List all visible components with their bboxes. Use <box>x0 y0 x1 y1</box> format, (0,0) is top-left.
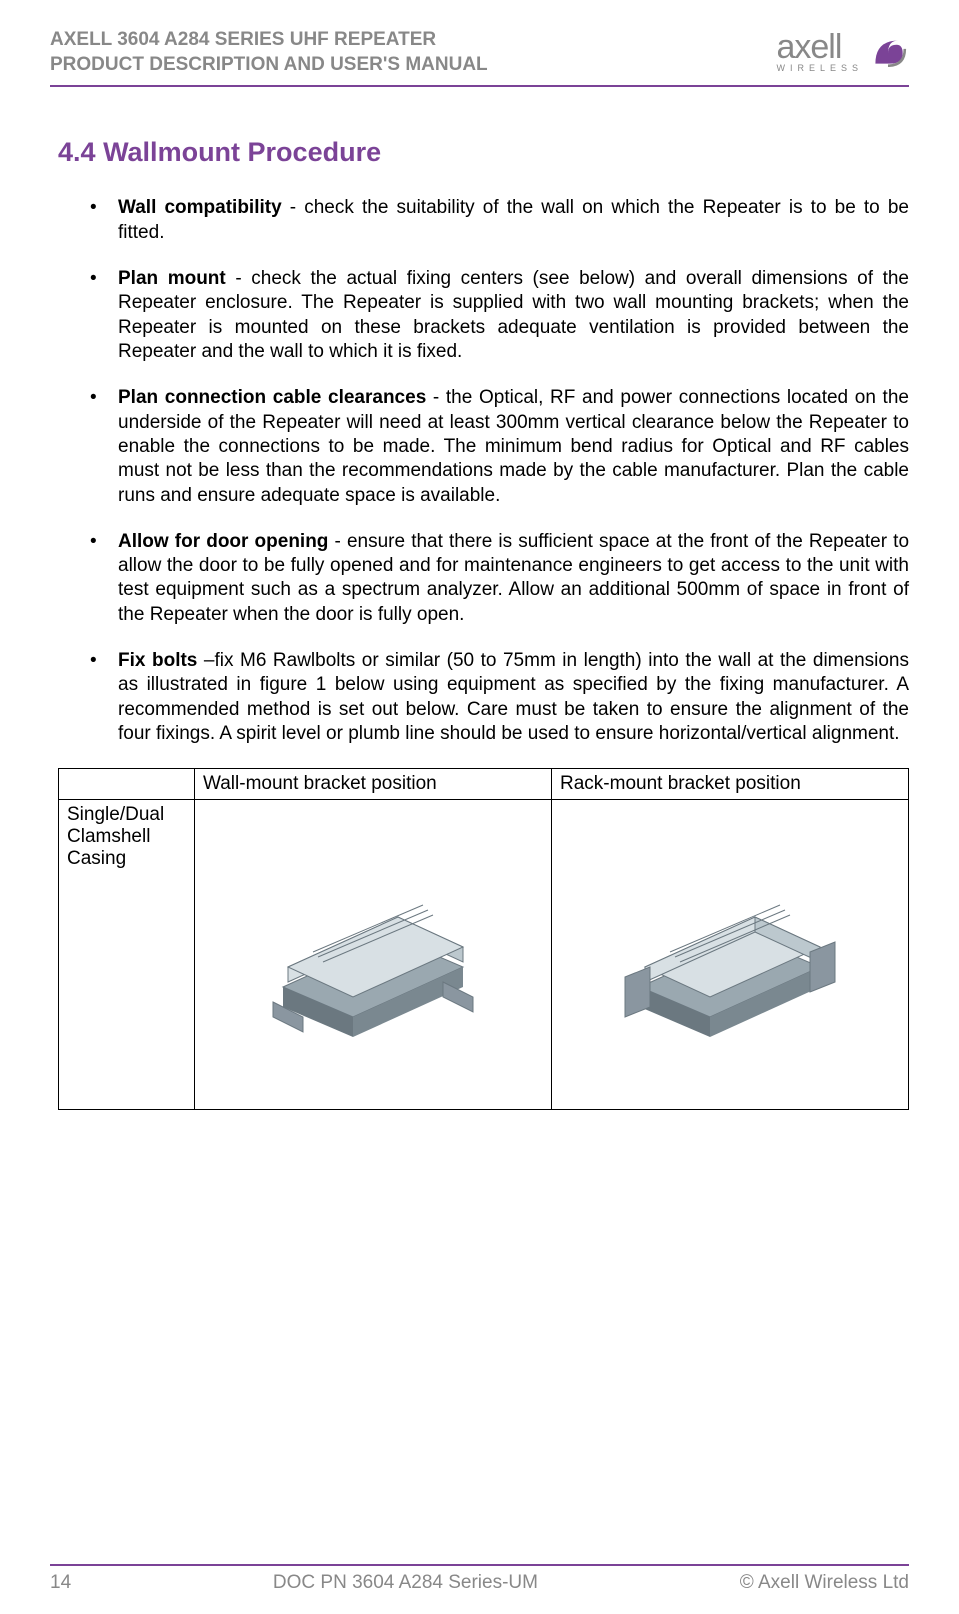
col-header-rackmount: Rack-mount bracket position <box>552 769 909 800</box>
bullet-wall-compatibility: Wall compatibility - check the suitabili… <box>90 196 909 245</box>
row-label: Single/Dual Clamshell Casing <box>59 800 195 1110</box>
copyright: © Axell Wireless Ltd <box>740 1572 909 1594</box>
header-line-2: PRODUCT DESCRIPTION AND USER'S MANUAL <box>50 53 488 78</box>
bullet-plan-mount: Plan mount - check the actual fixing cen… <box>90 267 909 364</box>
rackmount-device-icon <box>610 857 850 1047</box>
page-footer: 14 DOC PN 3604 A284 Series-UM © Axell Wi… <box>50 1564 909 1594</box>
table-header-row: Wall-mount bracket position Rack-mount b… <box>59 769 909 800</box>
wallmount-image-cell <box>195 800 552 1110</box>
swirl-icon <box>867 30 909 72</box>
bracket-position-table: Wall-mount bracket position Rack-mount b… <box>58 768 909 1110</box>
content-body: 4.4 Wallmount Procedure Wall compatibili… <box>50 137 909 1110</box>
page-number: 14 <box>50 1572 71 1594</box>
logo-subtext: WIRELESS <box>776 63 863 73</box>
section-heading: 4.4 Wallmount Procedure <box>58 137 909 168</box>
page-header: AXELL 3604 A284 SERIES UHF REPEATER PROD… <box>50 28 909 87</box>
bullet-door-opening: Allow for door opening - ensure that the… <box>90 530 909 627</box>
bullet-cable-clearances: Plan connection cable clearances - the O… <box>90 386 909 508</box>
rackmount-image-cell <box>552 800 909 1110</box>
col-header-empty <box>59 769 195 800</box>
company-logo: axell WIRELESS <box>776 28 909 73</box>
document-page: AXELL 3604 A284 SERIES UHF REPEATER PROD… <box>0 0 959 1614</box>
section-title-text: Wallmount Procedure <box>103 137 381 167</box>
procedure-list: Wall compatibility - check the suitabili… <box>58 196 909 746</box>
bullet-fix-bolts: Fix bolts –fix M6 Rawlbolts or similar (… <box>90 649 909 746</box>
doc-number: DOC PN 3604 A284 Series-UM <box>273 1572 538 1594</box>
wallmount-device-icon <box>253 857 493 1047</box>
col-header-wallmount: Wall-mount bracket position <box>195 769 552 800</box>
header-line-1: AXELL 3604 A284 SERIES UHF REPEATER <box>50 28 488 53</box>
section-number: 4.4 <box>58 137 96 167</box>
logo-text: axell <box>776 28 841 67</box>
table-row: Single/Dual Clamshell Casing <box>59 800 909 1110</box>
header-title-block: AXELL 3604 A284 SERIES UHF REPEATER PROD… <box>50 28 488 77</box>
